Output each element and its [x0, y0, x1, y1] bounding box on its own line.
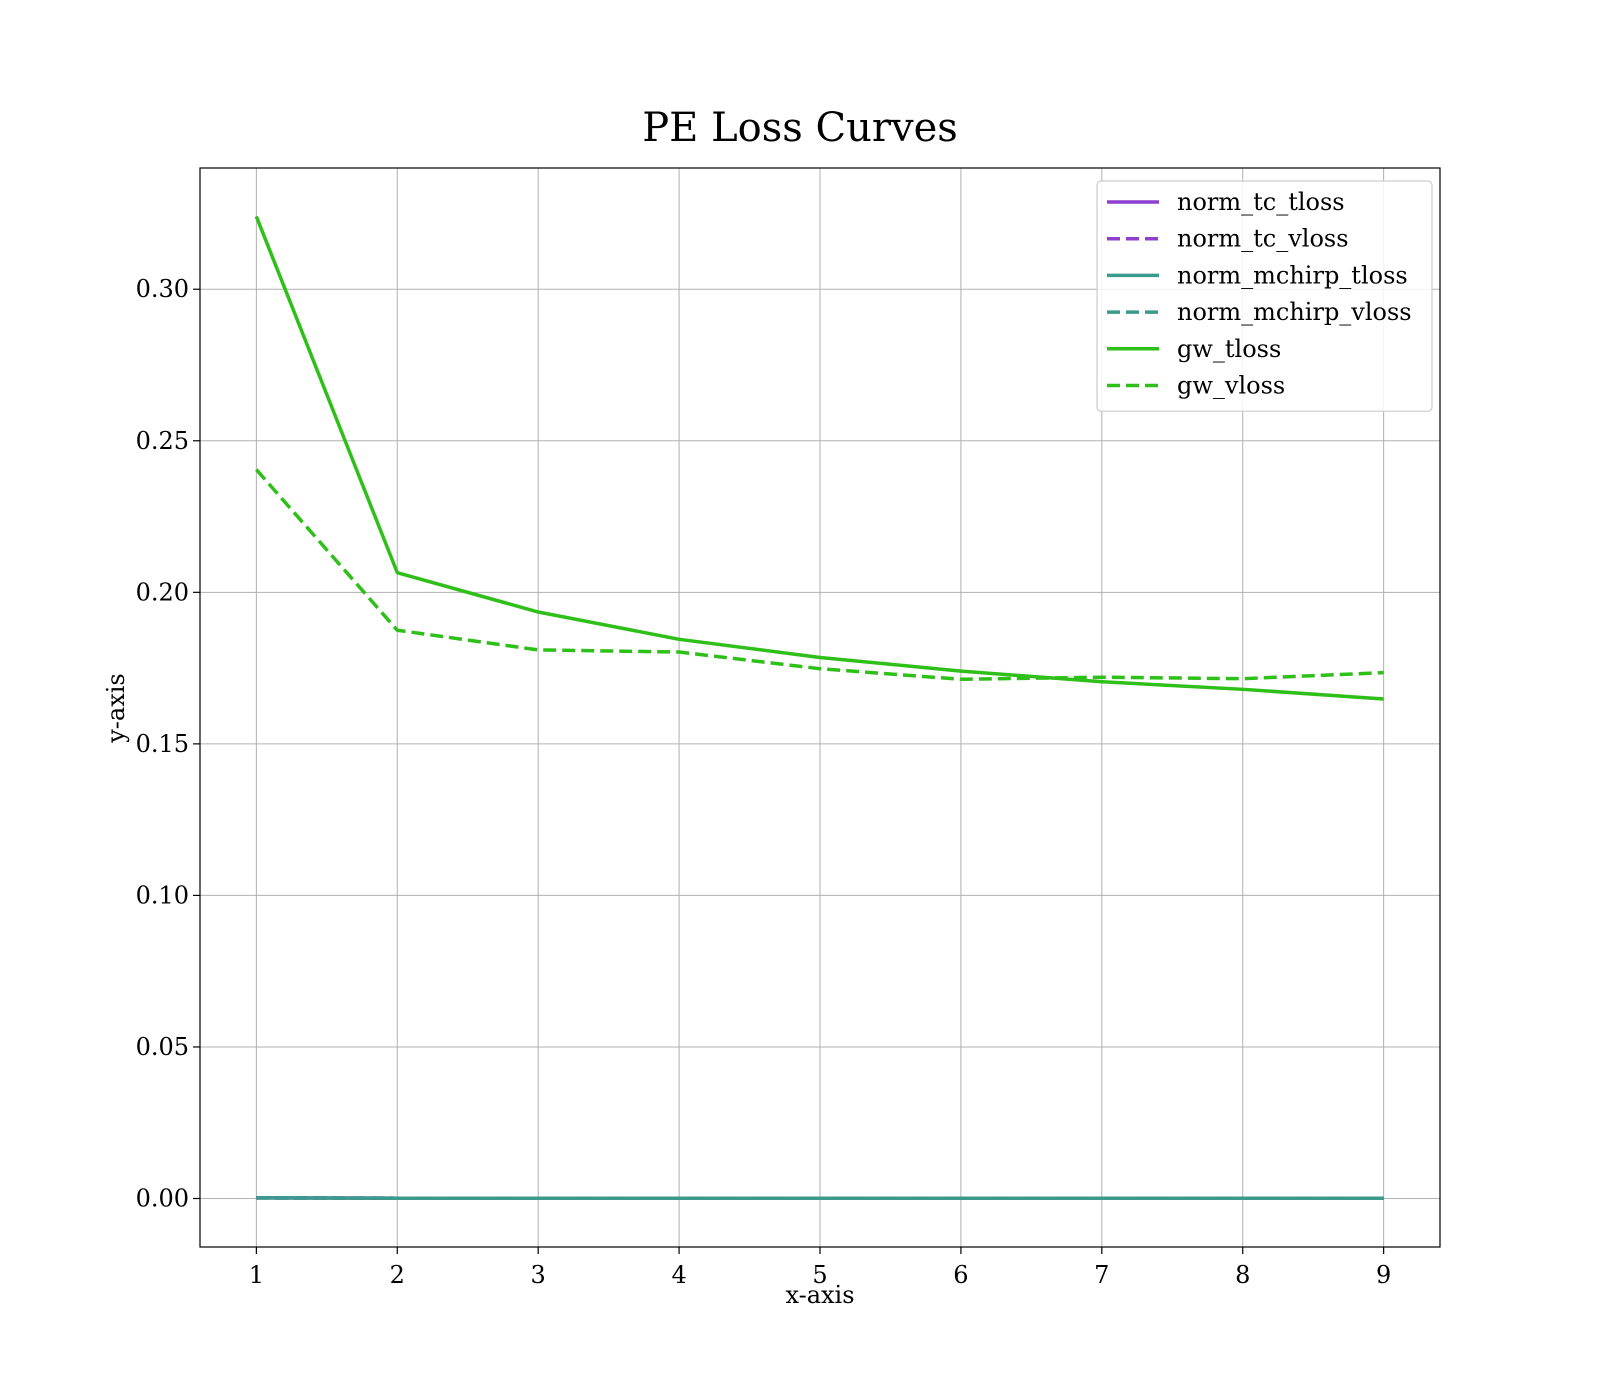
- legend-label: gw_tloss: [1177, 335, 1281, 363]
- plot-series: [254, 215, 1384, 1200]
- legend-label: norm_mchirp_vloss: [1177, 298, 1412, 326]
- x-axis-label: x-axis: [785, 1281, 854, 1309]
- x-tick-label: 8: [1235, 1261, 1250, 1289]
- series-line-gw-tloss: [254, 215, 1384, 701]
- chart-title: PE Loss Curves: [642, 105, 958, 151]
- axis-ticks: 1 2 3 4 5 6 7 8 9 0.00 0.05 0.10 0.15 0.20 0.25 0.30: [136, 275, 1392, 1289]
- y-tick-label: 0.30: [136, 275, 189, 303]
- y-axis-label: y-axis: [102, 673, 130, 744]
- x-tick-label: 7: [1094, 1261, 1109, 1289]
- series-line-gw-vloss: [255, 468, 1384, 682]
- legend-label: norm_tc_vloss: [1177, 225, 1349, 253]
- legend-label: norm_tc_tloss: [1177, 188, 1345, 216]
- legend-label: gw_vloss: [1177, 372, 1285, 400]
- x-tick-label: 9: [1376, 1261, 1391, 1289]
- y-tick-label: 0.15: [136, 730, 189, 758]
- y-tick-label: 0.25: [136, 427, 189, 455]
- legend-label: norm_mchirp_tloss: [1177, 261, 1408, 289]
- legend-box: [1096, 180, 1433, 412]
- x-tick-label: 5: [812, 1261, 827, 1289]
- y-tick-label: 0.00: [136, 1185, 189, 1213]
- y-tick-label: 0.05: [136, 1033, 189, 1061]
- x-tick-label: 4: [671, 1261, 686, 1289]
- x-tick-label: 6: [953, 1261, 968, 1289]
- y-tick-label: 0.10: [136, 881, 189, 909]
- x-tick-label: 2: [390, 1261, 405, 1289]
- y-tick-label: 0.20: [136, 578, 189, 606]
- x-tick-label: 3: [531, 1261, 546, 1289]
- legend: norm_tc_tloss norm_tc_vloss norm_mchirp_tl…: [1096, 180, 1433, 412]
- grid: [200, 168, 1440, 1247]
- x-tick-label: 1: [249, 1261, 264, 1289]
